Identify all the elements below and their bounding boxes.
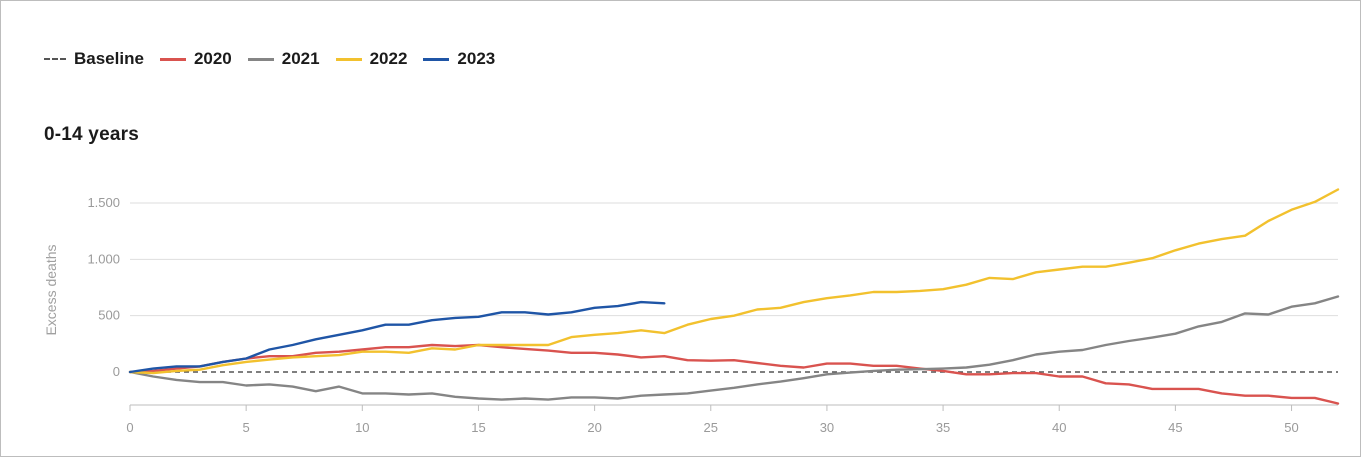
x-tick-label-35: 35 — [936, 420, 950, 435]
legend: Baseline 2020 2021 2022 2023 — [44, 46, 495, 72]
legend-item-2022[interactable]: 2022 — [335, 49, 408, 69]
x-tick-label-45: 45 — [1168, 420, 1182, 435]
y-axis-label: Excess deaths — [43, 244, 59, 335]
x-tick-label-50: 50 — [1284, 420, 1298, 435]
axes — [129, 404, 1338, 411]
legend-label-2023: 2023 — [457, 49, 496, 68]
legend-label-2021: 2021 — [281, 49, 320, 68]
x-tick-label-15: 15 — [471, 420, 485, 435]
legend-label-baseline: Baseline — [74, 49, 144, 68]
y-tick-label-500: 500 — [98, 308, 120, 323]
y-tick-label-1500: 1.500 — [87, 195, 120, 210]
x-tick-label-30: 30 — [820, 420, 834, 435]
legend-item-2021[interactable]: 2021 — [247, 49, 320, 69]
x-tick-label-25: 25 — [704, 420, 718, 435]
x-tick-label-5: 5 — [243, 420, 250, 435]
y-tick-label-0: 0 — [113, 364, 120, 379]
series-line-2023 — [128, 300, 666, 374]
chart-title: 0-14 years — [44, 124, 139, 145]
legend-item-baseline[interactable]: Baseline — [44, 49, 144, 69]
x-tick-label-0: 0 — [126, 420, 133, 435]
legend-label-2022: 2022 — [369, 49, 408, 68]
legend-swatch-2022 — [335, 57, 362, 61]
y-tick-label-1000: 1.000 — [87, 251, 120, 266]
x-tick-label-20: 20 — [587, 420, 601, 435]
x-tick-label-40: 40 — [1052, 420, 1066, 435]
legend-swatch-2023 — [423, 57, 450, 61]
legend-label-2020: 2020 — [193, 49, 232, 68]
legend-swatch-baseline — [44, 58, 66, 60]
legend-swatch-2021 — [247, 57, 274, 61]
series-line-2020 — [128, 343, 1340, 405]
legend-item-2020[interactable]: 2020 — [159, 49, 232, 69]
x-tick-label-10: 10 — [355, 420, 369, 435]
grid-lines — [130, 202, 1338, 317]
series-line-2021 — [128, 295, 1340, 401]
series-line-2022 — [128, 188, 1340, 375]
legend-swatch-2020 — [159, 57, 186, 61]
series-lines — [128, 188, 1340, 405]
legend-item-2023[interactable]: 2023 — [423, 49, 495, 69]
tick-labels: 0 500 1.000 1.500 0 5 10 15 20 25 30 35 40 45 50 — [87, 195, 1298, 435]
